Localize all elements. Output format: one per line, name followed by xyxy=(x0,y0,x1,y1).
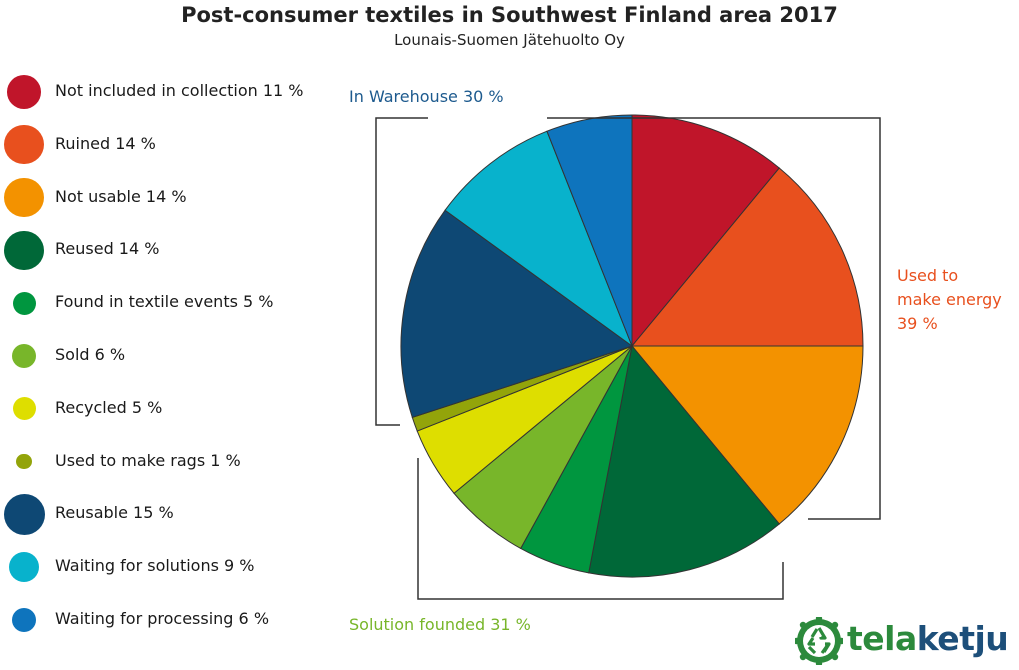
legend-item: Sold 6 % xyxy=(0,330,340,382)
pie-slice xyxy=(630,345,864,525)
legend-swatch xyxy=(4,125,44,165)
legend-label: Sold 6 % xyxy=(55,345,126,364)
legend-swatch xyxy=(11,607,37,633)
group-label-solution: Solution founded 31 % xyxy=(349,615,531,634)
group-label-energy-line-3: 39 % xyxy=(897,314,938,333)
legend-label: Reusable 15 % xyxy=(55,503,174,523)
legend-item: Waiting for solutions 9 % xyxy=(0,541,340,593)
pie-slice xyxy=(631,114,780,348)
pie-slice xyxy=(400,209,634,419)
legend-item: Waiting for processing 6 % xyxy=(0,594,340,646)
pie-slice xyxy=(630,167,864,347)
group-label-energy-line-2: make energy xyxy=(897,290,1002,309)
legend-label: Ruined 14 % xyxy=(55,133,156,153)
legend-item: Not usable 14 % xyxy=(0,172,340,224)
legend-item: Reused 14 % xyxy=(0,224,340,276)
legend-swatch xyxy=(3,493,45,535)
recycle-icon xyxy=(795,617,843,665)
legend-label: Used to make rags 1 % xyxy=(55,450,241,470)
legend-swatch xyxy=(4,230,44,270)
logo-text-tela: tela xyxy=(847,619,917,658)
legend-swatch xyxy=(12,397,36,421)
bracket-energy xyxy=(547,117,881,520)
legend-swatch xyxy=(8,552,40,583)
group-label-energy: Used to make energy 39 % xyxy=(897,264,1002,336)
logo-wordmark: telaketju xyxy=(847,619,1009,658)
legend-item: Ruined 14 % xyxy=(0,119,340,171)
legend-label: Waiting for solutions 9 % xyxy=(55,556,255,576)
legend-swatch xyxy=(4,177,44,218)
legend-label: Found in textile events 5 % xyxy=(55,292,274,312)
chart-subtitle: Lounais-Suomen Jätehuolto Oy xyxy=(394,31,625,49)
legend-swatch xyxy=(11,343,37,369)
legend-item: Not included in collection 11 % xyxy=(0,66,340,118)
legend-label: Waiting for processing 6 % xyxy=(55,609,270,628)
pie-slice xyxy=(546,114,633,347)
legend-swatch xyxy=(12,291,36,315)
legend-label: Not usable 14 % xyxy=(55,186,187,206)
bracket-warehouse xyxy=(375,117,428,426)
legend-label: Not included in collection 11 % xyxy=(55,81,304,100)
pie-slice xyxy=(588,344,780,578)
legend-item: Used to make rags 1 % xyxy=(0,436,340,488)
legend-swatch xyxy=(7,75,41,109)
logo-text-ketju: ketju xyxy=(916,619,1009,658)
legend-item: Found in textile events 5 % xyxy=(0,277,340,329)
legend-item: Reusable 15 % xyxy=(0,488,340,540)
group-label-warehouse: In Warehouse 30 % xyxy=(349,87,504,106)
legend-item: Recycled 5 % xyxy=(0,383,340,435)
legend-label: Reused 14 % xyxy=(55,239,160,259)
telaketju-logo: telaketju xyxy=(795,615,1009,665)
pie-slice xyxy=(444,130,634,348)
bracket-solution xyxy=(417,458,784,600)
legend-label: Recycled 5 % xyxy=(55,397,163,417)
legend-swatch xyxy=(16,453,32,470)
group-label-energy-line-1: Used to xyxy=(897,266,959,285)
chart-title: Post-consumer textiles in Southwest Finl… xyxy=(181,3,838,27)
